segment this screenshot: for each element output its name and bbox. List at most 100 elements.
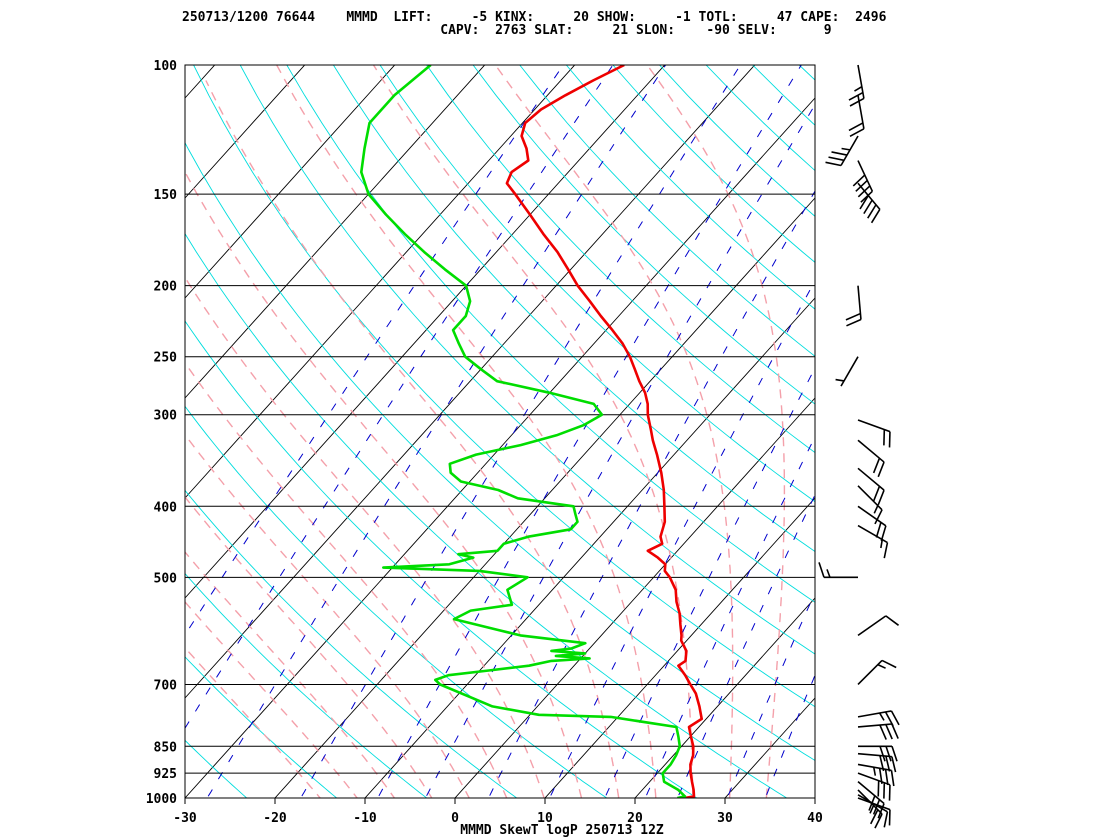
wind-barb-full xyxy=(875,522,882,538)
wind-barb xyxy=(857,485,883,525)
sounding-header-line-2: CAPV: 2763 SLAT: 21 SLON: -90 SELV: 9 xyxy=(182,23,832,38)
wind-barb xyxy=(857,752,897,773)
wind-barb xyxy=(857,789,883,829)
wind-barb-staff xyxy=(857,659,883,686)
wind-barb-full xyxy=(874,509,883,525)
pressure-label-850: 850 xyxy=(154,740,178,755)
wind-barb-full xyxy=(848,122,864,132)
wind-barb xyxy=(857,723,899,740)
wind-barb-full xyxy=(831,151,848,156)
wind-barb-staff xyxy=(857,419,891,433)
wind-barb-half xyxy=(873,505,879,514)
wind-barb-full xyxy=(857,185,871,198)
temperature-tick-label: 10 xyxy=(537,811,553,826)
wind-barb-full xyxy=(855,179,868,192)
wind-barb-full xyxy=(890,710,900,726)
wind-barb xyxy=(835,356,859,387)
isotherm-line xyxy=(634,597,815,798)
temperature-tick-label: 30 xyxy=(717,811,733,826)
temperature-profile xyxy=(505,65,703,798)
mixing-ratio-line xyxy=(206,65,667,798)
pressure-label-250: 250 xyxy=(154,351,178,366)
sounding-traces xyxy=(360,65,703,798)
wind-barb-full xyxy=(877,780,880,797)
temperature-tick-label: -20 xyxy=(263,811,287,826)
dry-adiabat-line xyxy=(856,32,1120,814)
wind-barb-half xyxy=(826,569,831,578)
dry-adiabat-line xyxy=(185,489,518,798)
wind-barb-staff xyxy=(857,615,887,637)
wind-barb-staff xyxy=(857,752,892,758)
wind-barb-full xyxy=(868,795,876,811)
wind-barb-full xyxy=(860,190,873,203)
wind-barb xyxy=(825,135,859,167)
wind-barb xyxy=(857,182,881,224)
wind-barb-full xyxy=(874,813,883,829)
wind-barb-full xyxy=(870,208,881,224)
wind-barb-full xyxy=(883,782,886,799)
isotherm-line xyxy=(185,65,396,299)
wind-barb xyxy=(857,797,891,826)
wind-barb-half xyxy=(877,663,886,669)
moist-adiabat-line xyxy=(185,495,433,798)
wind-barb-full xyxy=(879,724,887,740)
isotherm-line xyxy=(814,797,815,798)
wind-barb-full xyxy=(848,91,864,101)
wind-barb-full xyxy=(884,769,889,786)
wind-barb-half xyxy=(835,378,845,382)
wind-barb xyxy=(857,419,891,448)
wind-barb xyxy=(858,745,898,762)
pressure-label-100: 100 xyxy=(154,59,178,74)
wind-barb-full xyxy=(867,204,877,219)
wind-barb-full xyxy=(879,746,886,762)
wind-barb-full xyxy=(872,799,881,815)
isotherm-line xyxy=(0,31,155,813)
plot-area xyxy=(185,65,815,798)
sounding-header-line-1: 250713/1200 76644 MMMD LIFT: -5 KINX: 20… xyxy=(182,10,887,25)
wind-barb-full xyxy=(870,809,879,825)
pressure-label-150: 150 xyxy=(154,188,178,203)
mixing-ratio-line xyxy=(185,65,614,730)
background-grid xyxy=(0,31,1120,814)
temperature-tick-label: -30 xyxy=(173,811,197,826)
wind-barb xyxy=(857,615,900,637)
wind-barb-full xyxy=(863,199,873,215)
wind-barb xyxy=(857,439,885,478)
isotherm-line xyxy=(364,297,815,798)
wind-barb-full xyxy=(888,784,891,801)
pressure-labels: 100 150 200 250 300 400 500 700 850 925 1000 xyxy=(146,59,177,807)
isotherm-line xyxy=(185,97,815,798)
plot-frame xyxy=(184,64,816,799)
dry-adiabat-line xyxy=(185,572,428,798)
mixing-ratio-line xyxy=(487,190,815,798)
moist-adiabat-line xyxy=(276,65,657,798)
wind-barb-full xyxy=(891,746,898,762)
dry-adiabat-line xyxy=(811,32,1120,814)
wind-barb-half xyxy=(854,85,863,92)
wind-barb-full xyxy=(885,615,900,626)
moist-adiabat-line xyxy=(185,276,545,798)
moist-adiabat-line xyxy=(646,65,786,798)
isotherm-line xyxy=(185,65,576,499)
wind-barb-full xyxy=(891,756,897,773)
mixing-ratio-line xyxy=(185,65,564,636)
wind-barb-full xyxy=(877,461,885,478)
wind-barb-staff xyxy=(857,439,885,463)
moist-adiabat-line xyxy=(185,600,359,798)
wind-barb-full xyxy=(877,489,885,506)
wind-barb-full xyxy=(845,312,861,321)
dewpoint-profile xyxy=(360,65,687,798)
wind-barb-full xyxy=(879,755,885,772)
wind-barb-full xyxy=(849,97,865,107)
wind-barb xyxy=(857,710,900,727)
wind-barb-staff xyxy=(840,135,859,166)
wind-barb-full xyxy=(880,525,887,542)
wind-barb-full xyxy=(849,128,865,138)
temperature-tick-label: 0 xyxy=(451,811,459,826)
isotherm-line xyxy=(185,65,666,599)
wind-barb xyxy=(857,781,885,819)
temperature-tick-label: -10 xyxy=(353,811,377,826)
temperature-labels: -30 -20 -10 0 10 20 30 40 xyxy=(173,798,823,826)
wind-barb-full xyxy=(885,724,893,740)
chart-title: MMMD SkewT logP 250713 12Z xyxy=(460,823,664,838)
